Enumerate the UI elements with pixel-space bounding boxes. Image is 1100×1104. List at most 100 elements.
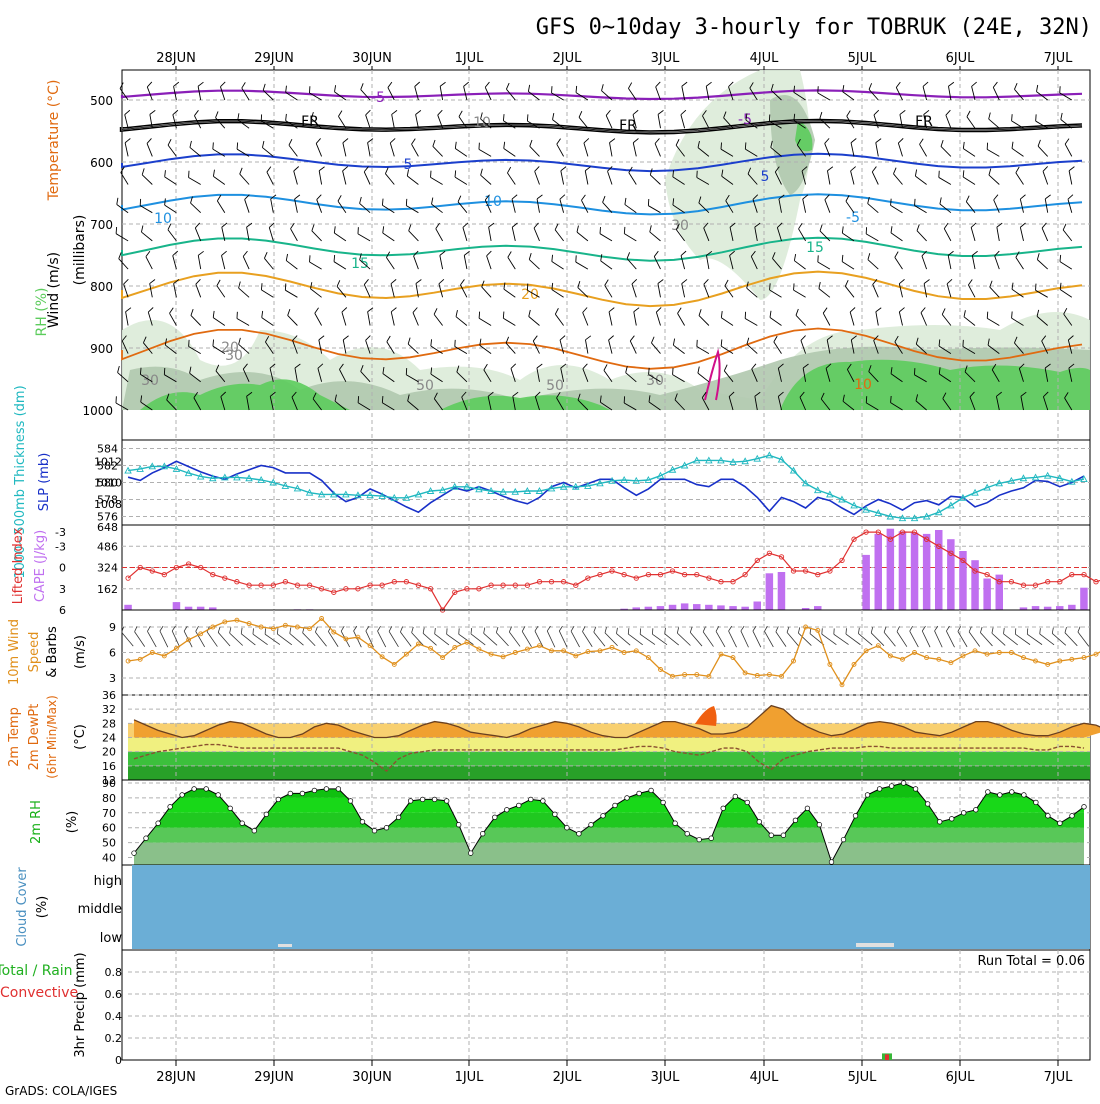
- barb-flag: [775, 626, 779, 632]
- upper-wind-barb: [119, 82, 129, 101]
- upper-wind-barb: [381, 396, 395, 411]
- barb-flag: [1067, 194, 1074, 200]
- barb-staff: [455, 316, 468, 326]
- upper-wind-barb: [1036, 309, 1048, 326]
- barb-flag: [680, 109, 687, 116]
- barb-flag: [728, 625, 733, 632]
- upper-wind-barb: [163, 367, 177, 383]
- barb-staff: [116, 204, 129, 214]
- upper-wind-barb: [1062, 223, 1073, 242]
- cape-bar: [1031, 606, 1040, 610]
- upper-wind-barb: [190, 308, 202, 326]
- barb-staff: [769, 317, 782, 326]
- cloud-level-label: middle: [78, 902, 122, 917]
- wind10-speed-point: [549, 648, 554, 654]
- upper-wind-barb: [120, 166, 129, 185]
- wind10-speed-point: [670, 673, 675, 679]
- upper-wind-barb: [1042, 166, 1049, 185]
- barb-staff: [696, 177, 710, 185]
- upper-wind-barb: [526, 283, 540, 298]
- barb-flag: [456, 365, 460, 373]
- upper-wind-barb: [575, 255, 589, 270]
- upper-wind-barb: [631, 278, 638, 298]
- barb-staff: [875, 311, 879, 326]
- barb-staff: [551, 261, 564, 270]
- barb-staff: [382, 232, 395, 242]
- upper-wind-barb: [897, 138, 904, 157]
- barb-staff: [188, 177, 201, 185]
- barb-staff: [802, 367, 807, 382]
- barb-flag: [991, 363, 997, 370]
- wind10-speed-line: [128, 617, 1100, 687]
- wind10-barb: [1064, 626, 1078, 647]
- date-label-bottom: 28JUN: [156, 1070, 196, 1085]
- barb-flag: [1011, 311, 1013, 319]
- upper-wind-barb: [390, 279, 397, 298]
- barb-staff: [386, 341, 395, 354]
- barb-flag: [826, 335, 833, 341]
- barb-flag: [769, 283, 771, 291]
- barb-staff: [360, 89, 371, 101]
- cape-bar: [172, 602, 181, 610]
- wind10-barb: [1003, 628, 1018, 646]
- barb-flag: [216, 194, 222, 202]
- thickness-point: [450, 482, 459, 490]
- barb-staff: [339, 369, 347, 383]
- wind10-speed-point: [585, 649, 591, 655]
- upper-wind-barb: [849, 307, 856, 326]
- barb-flag: [868, 365, 872, 372]
- barb-staff: [841, 261, 855, 270]
- barb-staff: [675, 144, 685, 157]
- upper-wind-barb: [919, 138, 927, 157]
- upper-wind-barb: [582, 363, 589, 382]
- barb-flag: [149, 279, 156, 284]
- barb-staff: [407, 343, 419, 354]
- wind10-barb: [195, 626, 206, 648]
- barb-flag: [309, 86, 311, 94]
- wind10-barb: [521, 626, 532, 648]
- barb-staff: [798, 632, 812, 646]
- cape-ylabel: CAPE (J/kg): [33, 530, 48, 602]
- upper-wind-barb: [654, 138, 661, 157]
- barb-staff: [446, 633, 462, 645]
- upper-wind-barb: [292, 335, 298, 354]
- upper-wind-barb: [1019, 194, 1026, 213]
- barb-flag: [480, 168, 483, 176]
- rh2m-point: [251, 828, 257, 834]
- barb-staff: [1068, 170, 1073, 185]
- upper-wind-barb: [1059, 254, 1073, 270]
- upper-wind-barb: [534, 391, 541, 411]
- barb-flag: [778, 363, 784, 369]
- barb-staff: [752, 630, 762, 648]
- barb-flag: [653, 250, 659, 257]
- barb-staff: [460, 284, 468, 298]
- barb-flag: [962, 141, 965, 149]
- barb-staff: [916, 230, 927, 242]
- barb-staff: [1027, 633, 1043, 645]
- upper-wind-barb: [817, 86, 831, 101]
- rh2m-point: [1069, 813, 1075, 819]
- barb-staff: [747, 173, 758, 185]
- upper-wind-barb: [173, 81, 180, 101]
- wind10-speed-point: [391, 661, 397, 667]
- cape-tick: 324: [97, 562, 118, 575]
- barb-flag: [198, 250, 204, 256]
- upper-wind-barb: [706, 250, 713, 270]
- upper-wind-barb: [172, 250, 179, 270]
- barb-staff: [1019, 227, 1024, 242]
- barb-flag: [535, 391, 541, 397]
- lifted-index-point: [839, 557, 845, 564]
- upper-wind-barb: [681, 279, 688, 298]
- upper-wind-barb: [941, 308, 952, 326]
- barb-staff: [795, 314, 806, 326]
- rh2m-point: [263, 811, 269, 817]
- wind10-barb: [980, 626, 993, 647]
- upper-wind-barb: [291, 391, 298, 411]
- lifted-index-point: [911, 529, 918, 535]
- barb-flag: [970, 222, 977, 228]
- upper-wind-barb: [215, 111, 226, 129]
- upper-wind-barb: [844, 280, 855, 298]
- barb-staff: [503, 120, 516, 129]
- upper-wind-barb: [197, 250, 204, 270]
- cape-bar: [935, 530, 943, 610]
